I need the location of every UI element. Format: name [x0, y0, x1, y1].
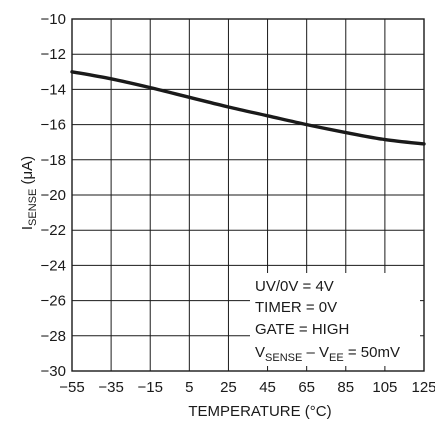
y-tick-label: −30	[41, 363, 66, 380]
x-axis-title: TEMPERATURE (°C)	[188, 403, 331, 420]
y-tick-label: −26	[41, 293, 66, 310]
x-tick-label: 85	[337, 379, 354, 396]
y-tick-label: −28	[41, 328, 66, 345]
y-axis-ticks: −10 −12 −14 −16 −18 −20 −22 −24 −26 −28 −30	[41, 11, 66, 380]
y-tick-label: −10	[41, 11, 66, 28]
y-tick-label: −22	[41, 222, 66, 239]
x-tick-label: 125	[411, 379, 435, 396]
series-line	[70, 70, 426, 146]
legend-line-4: VSENSE – VEE = 50mV	[255, 344, 400, 364]
x-axis-ticks: −55 −35 −15 5 25 45 65 85 105 125	[59, 379, 435, 396]
legend-equals: = 50mV	[344, 344, 400, 361]
y-axis-title: ISENSE (μA)	[19, 156, 39, 230]
legend-minus-vee: – V	[302, 344, 329, 361]
x-tick-label: −55	[59, 379, 84, 396]
x-tick-label: 65	[298, 379, 315, 396]
legend-v-sense-sub: SENSE	[265, 352, 302, 364]
legend-box	[250, 273, 420, 366]
x-tick-label: 45	[259, 379, 276, 396]
y-tick-label: −20	[41, 187, 66, 204]
y-tick-label: −24	[41, 257, 66, 274]
y-axis-title-unit: (μA)	[19, 156, 36, 189]
legend-line-3: GATE = HIGH	[255, 321, 349, 338]
x-tick-label: −15	[137, 379, 162, 396]
legend-line-2: TIMER = 0V	[255, 299, 337, 316]
y-tick-label: −18	[41, 152, 66, 169]
x-tick-label: 25	[220, 379, 237, 396]
legend-vee-sub: EE	[329, 352, 344, 364]
y-axis-title-sub: SENSE	[27, 189, 39, 226]
plot-frame	[71, 18, 425, 372]
legend-v-sense: V	[255, 344, 265, 361]
y-axis-title-main: I	[19, 226, 36, 230]
x-tick-label: −35	[98, 379, 123, 396]
y-tick-label: −16	[41, 117, 66, 134]
x-tick-label: 105	[372, 379, 397, 396]
y-tick-label: −14	[41, 81, 66, 98]
y-tick-label: −12	[41, 46, 66, 63]
legend-line-1: UV/0V = 4V	[255, 278, 334, 295]
x-tick-label: 5	[185, 379, 193, 396]
